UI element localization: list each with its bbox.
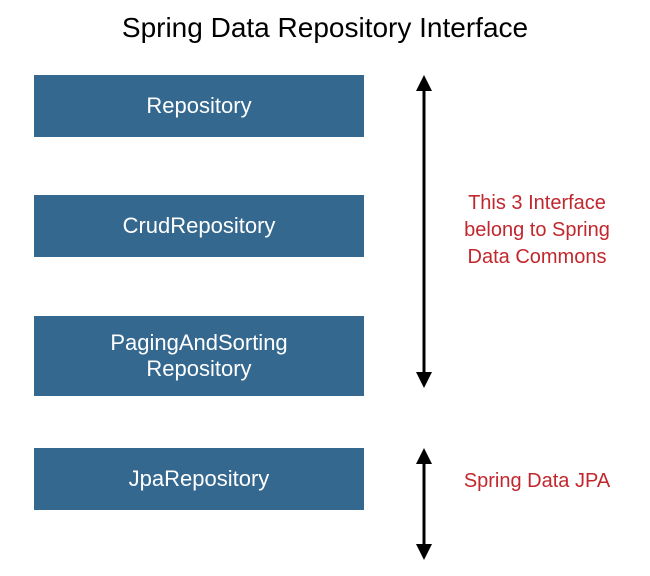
node-label: Repository: [146, 93, 251, 119]
double-arrow-commons: [414, 75, 434, 388]
node-pagingandsortingrepository: PagingAndSorting Repository: [34, 316, 364, 396]
node-crudrepository: CrudRepository: [34, 195, 364, 257]
diagram-title: Spring Data Repository Interface: [0, 12, 650, 44]
diagram-canvas: Spring Data Repository Interface Reposit…: [0, 0, 650, 576]
node-label: CrudRepository: [123, 213, 276, 239]
node-label: JpaRepository: [129, 466, 270, 492]
annotation-text: This 3 Interface belong to Spring Data C…: [464, 192, 610, 268]
node-label: PagingAndSorting Repository: [110, 330, 287, 383]
node-repository: Repository: [34, 75, 364, 137]
double-arrow-jpa: [414, 448, 434, 560]
node-jparepository: JpaRepository: [34, 448, 364, 510]
annotation-text: Spring Data JPA: [464, 470, 610, 492]
annotation-jpa: Spring Data JPA: [452, 468, 622, 495]
annotation-commons: This 3 Interface belong to Spring Data C…: [452, 190, 622, 271]
